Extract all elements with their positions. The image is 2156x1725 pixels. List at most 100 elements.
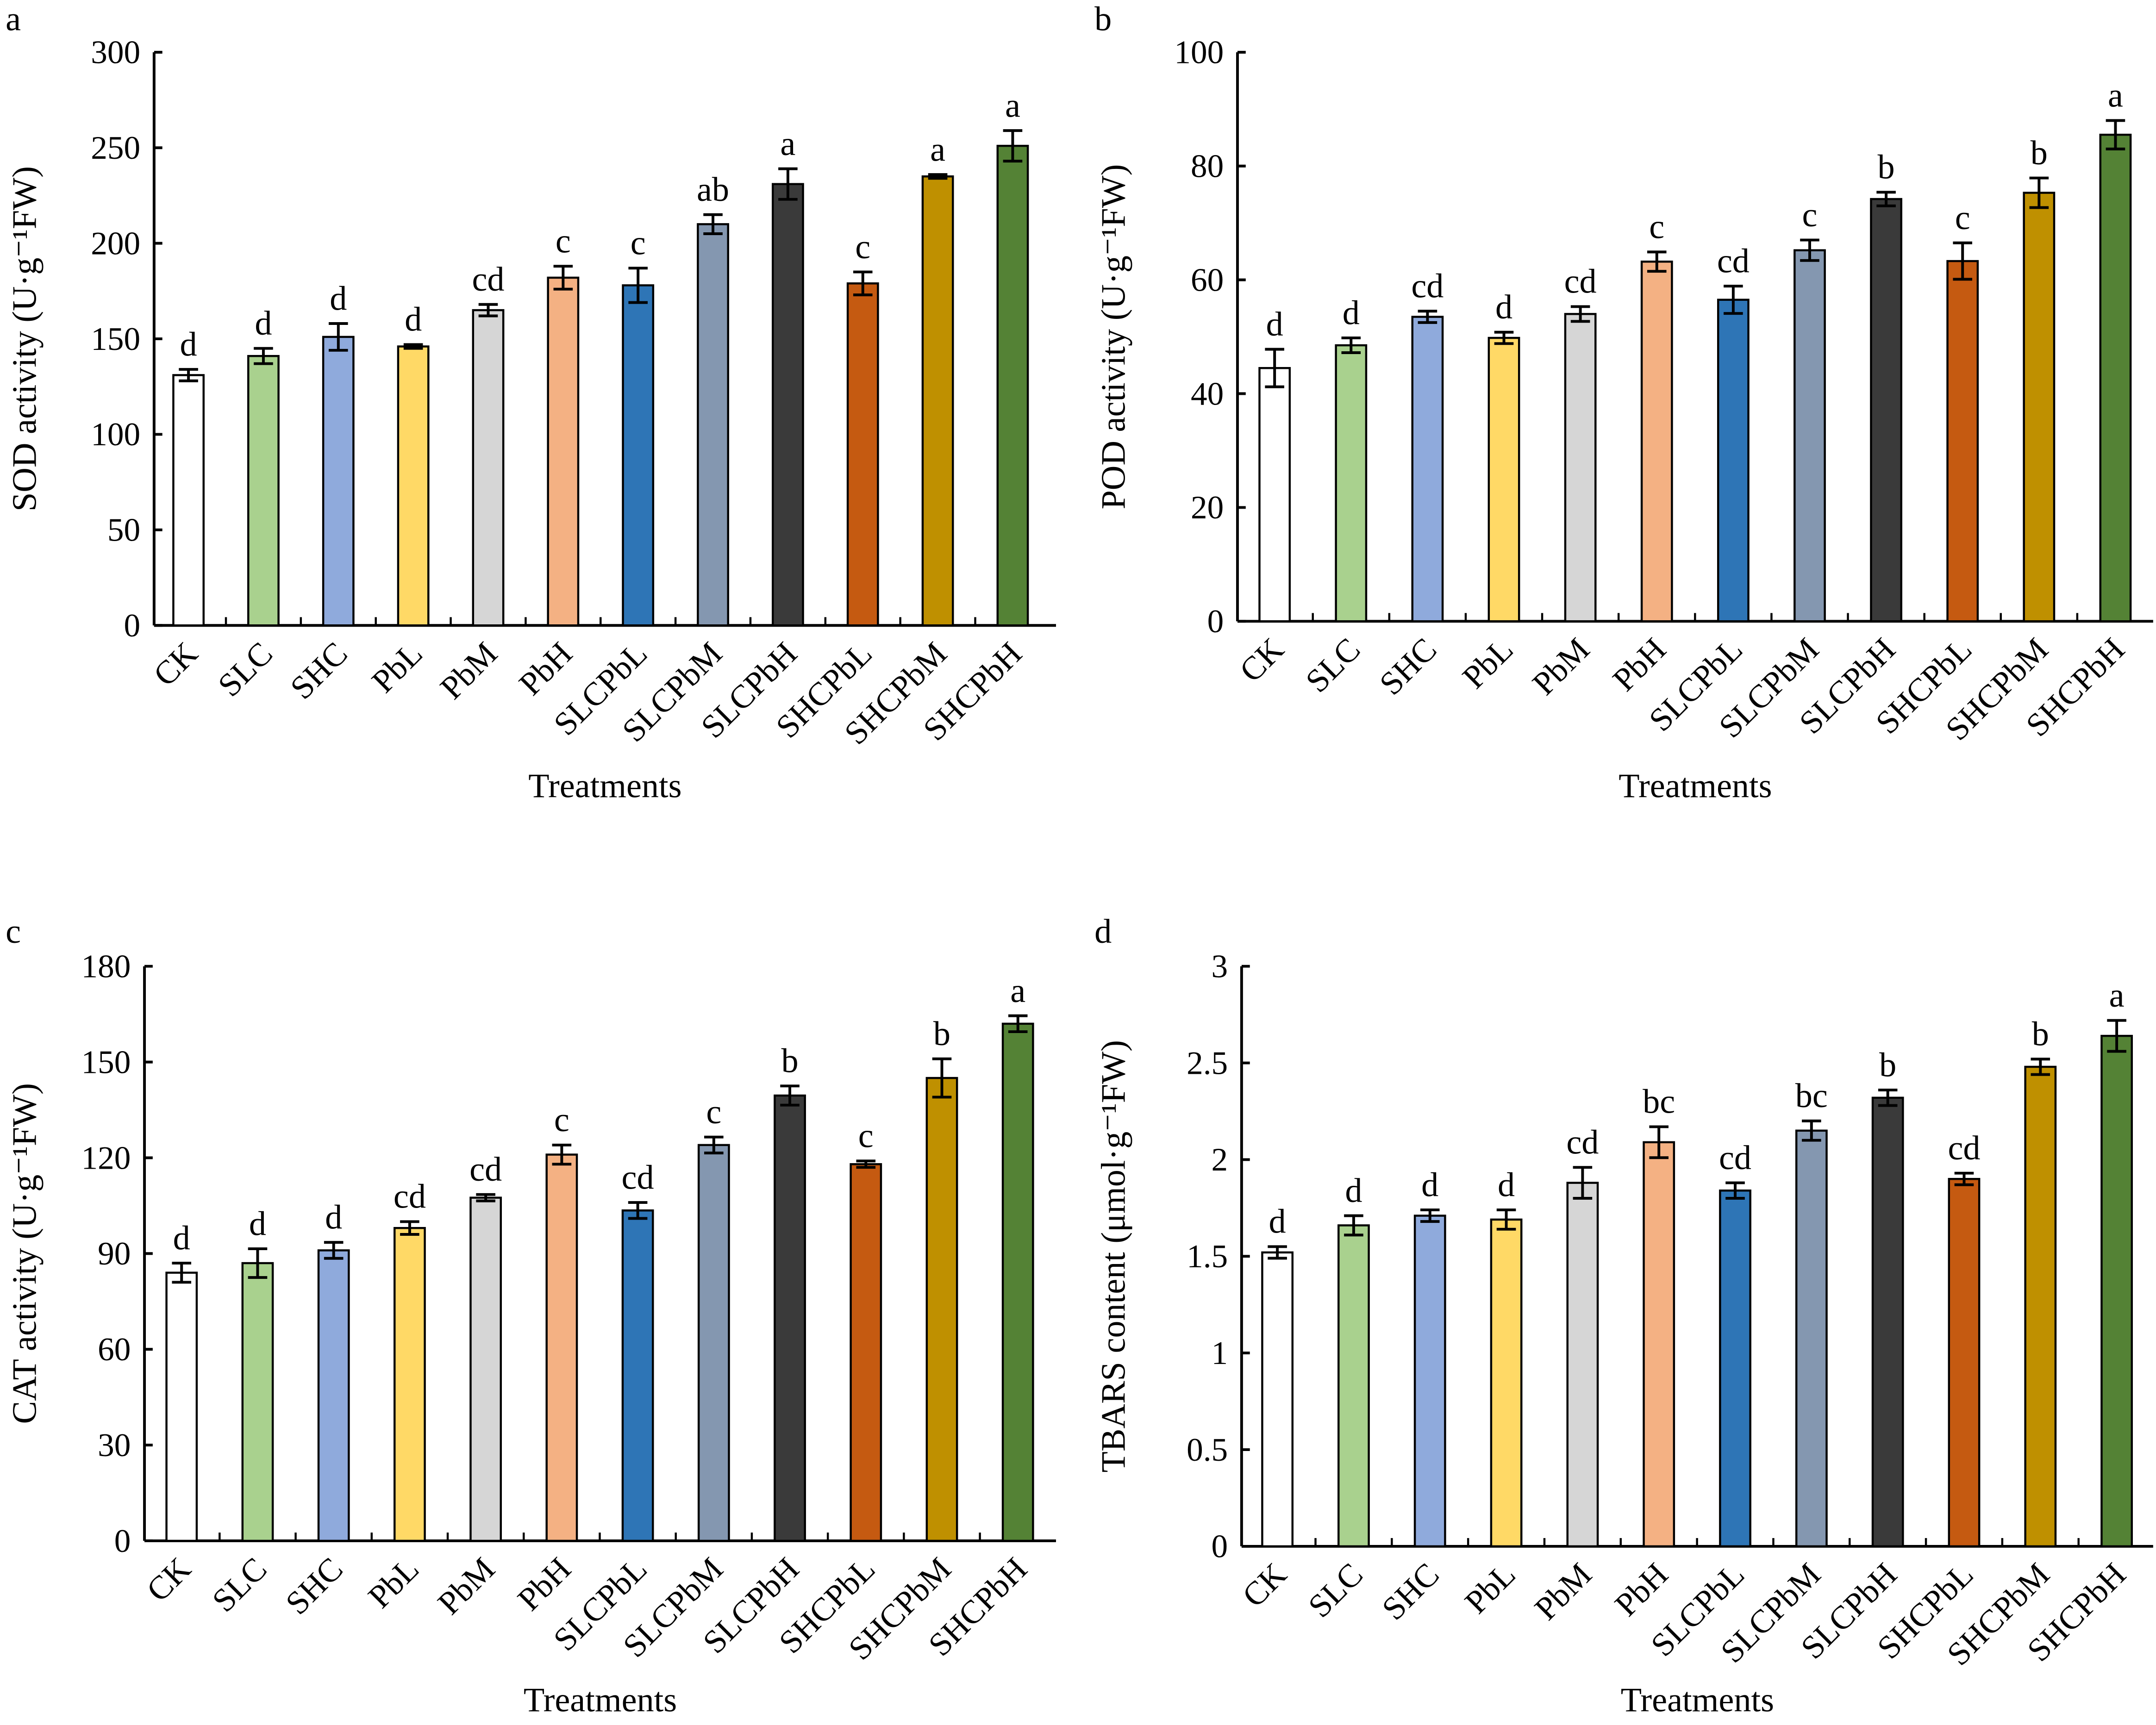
bar-SHCPbH xyxy=(1001,1022,1034,1542)
x-tick-label: CK xyxy=(1232,631,1291,689)
bar-SHCPbL xyxy=(846,282,879,627)
bar-PbH xyxy=(547,276,580,627)
y-tick-label: 150 xyxy=(81,1044,131,1080)
significance-letter: a xyxy=(780,125,795,163)
y-tick-label: 2.5 xyxy=(1187,1045,1228,1081)
significance-letter: d xyxy=(173,1219,190,1257)
bar-SLC xyxy=(241,1262,274,1542)
x-tick-label: PbM xyxy=(1525,631,1597,702)
y-tick-label: 150 xyxy=(91,321,140,357)
bar-CK xyxy=(165,1271,198,1542)
significance-letter: d xyxy=(325,1199,342,1237)
significance-letter: d xyxy=(1269,1203,1286,1241)
significance-letter: bc xyxy=(1795,1077,1828,1115)
x-tick-label: CK xyxy=(1235,1556,1294,1614)
chart-panel-a: a 0 50 100 150 200 250 300 SOD activity (U·g⁻¹FW… xyxy=(6,0,1056,805)
significance-letter: c xyxy=(855,228,870,266)
bar-SLC xyxy=(1337,1224,1370,1548)
y-tick-label: 0 xyxy=(114,1523,131,1559)
x-tick-label: SLC xyxy=(1299,631,1367,699)
y-tick-label: 60 xyxy=(98,1331,131,1368)
bar-CK xyxy=(172,374,205,627)
significance-letter: d xyxy=(405,301,422,339)
y-tick-label: 250 xyxy=(91,130,140,166)
bar-SLCPbH xyxy=(771,183,804,627)
significance-letter: a xyxy=(1010,972,1025,1010)
significance-letter: a xyxy=(2109,977,2125,1015)
y-tick-label: 0 xyxy=(1212,1528,1228,1565)
bar-SLCPbH xyxy=(774,1094,806,1542)
bar-SLCPbM xyxy=(1794,249,1826,623)
chart-panel-d: d 0 0.5 1 1.5 2 2.5 3 TBARS content (μmol·g⁻¹FW)… xyxy=(1094,913,2153,1719)
x-tick-label: SLC xyxy=(211,635,280,704)
significance-letter: c xyxy=(1649,208,1664,246)
significance-letter: d xyxy=(330,280,347,318)
bar-SHCPbH xyxy=(2099,133,2132,623)
bar-SHC xyxy=(1411,316,1444,623)
bar-SLCPbM xyxy=(697,223,729,627)
x-tick-label: PbM xyxy=(1528,1556,1599,1627)
panel-label: d xyxy=(1094,913,1112,951)
x-tick-label: PbH xyxy=(1606,631,1673,698)
significance-letter: d xyxy=(1266,305,1283,343)
significance-letter: cd xyxy=(1719,1139,1751,1177)
significance-letter: b xyxy=(933,1015,950,1053)
significance-letter: ab xyxy=(697,171,729,209)
y-tick-label: 100 xyxy=(1174,34,1224,71)
y-tick-label: 100 xyxy=(91,416,140,453)
significance-letter: a xyxy=(2108,77,2123,115)
x-tick-label: PbL xyxy=(1456,631,1520,696)
y-tick-label: 200 xyxy=(91,225,140,262)
bar-SLC xyxy=(1335,344,1368,623)
significance-letter: c xyxy=(556,222,571,260)
significance-letter: d xyxy=(180,325,197,363)
y-axis-title: TBARS content (μmol·g⁻¹FW) xyxy=(1094,1040,1132,1472)
y-tick-label: 0.5 xyxy=(1187,1432,1228,1468)
bar-SLCPbL xyxy=(1719,1189,1751,1548)
x-tick-label: SLC xyxy=(205,1551,274,1619)
y-tick-label: 1 xyxy=(1212,1335,1228,1371)
x-tick-label: SHC xyxy=(279,1551,350,1622)
bar-SHC xyxy=(322,336,355,627)
bar-PbH xyxy=(1640,261,1673,623)
y-tick-label: 90 xyxy=(98,1235,131,1272)
bar-SHCPbM xyxy=(925,1077,958,1542)
y-tick-label: 0 xyxy=(124,607,141,644)
significance-letter: cd xyxy=(1564,263,1597,301)
bar-PbH xyxy=(545,1153,578,1542)
bar-PbL xyxy=(1490,1218,1523,1548)
bar-PbH xyxy=(1643,1141,1675,1548)
bar-CK xyxy=(1261,1251,1294,1548)
significance-letter: b xyxy=(781,1042,798,1080)
y-tick-label: 180 xyxy=(81,948,131,984)
x-tick-label: PbM xyxy=(431,1551,502,1622)
x-tick-label: CK xyxy=(139,1551,198,1609)
x-tick-label: PbL xyxy=(361,1551,426,1615)
significance-letter: d xyxy=(1421,1166,1438,1204)
x-axis-title: Treatments xyxy=(528,767,681,805)
significance-letter: cd xyxy=(472,261,504,299)
bar-CK xyxy=(1258,367,1291,623)
bar-SLCPbH xyxy=(1870,198,1902,623)
chart-panel-c: c 0 30 60 90 120 150 180 CAT activity (U·g⁻¹FW) T… xyxy=(6,913,1056,1719)
significance-letter: cd xyxy=(622,1158,654,1196)
x-axis-title: Treatments xyxy=(1621,1681,1774,1719)
x-tick-label: SHC xyxy=(1373,631,1444,702)
significance-letter: bc xyxy=(1643,1083,1675,1121)
y-tick-label: 300 xyxy=(91,34,140,71)
bar-SHCPbH xyxy=(996,144,1029,627)
bar-SLCPbM xyxy=(1795,1129,1828,1548)
y-tick-label: 50 xyxy=(107,512,140,548)
significance-letter: cd xyxy=(1948,1129,1980,1167)
significance-letter: c xyxy=(554,1101,569,1139)
panel-label: b xyxy=(1094,0,1112,38)
significance-letter: d xyxy=(1343,294,1360,332)
significance-letter: b xyxy=(1879,1046,1896,1084)
x-tick-label: SHC xyxy=(1375,1556,1446,1627)
y-tick-label: 2 xyxy=(1212,1141,1228,1178)
bar-PbM xyxy=(472,309,505,627)
significance-letter: c xyxy=(1802,196,1818,234)
y-tick-label: 30 xyxy=(98,1427,131,1463)
x-tick-label: PbH xyxy=(512,635,579,702)
